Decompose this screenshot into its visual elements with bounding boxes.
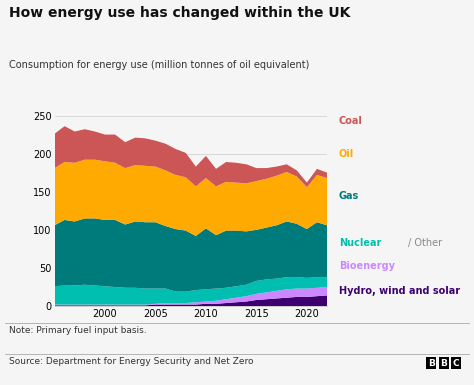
Text: Bioenergy: Bioenergy xyxy=(339,261,395,271)
Text: Oil: Oil xyxy=(339,149,354,159)
Text: C: C xyxy=(453,359,459,368)
Text: B: B xyxy=(440,359,447,368)
Text: Gas: Gas xyxy=(339,191,359,201)
Text: Consumption for energy use (million tonnes of oil equivalent): Consumption for energy use (million tonn… xyxy=(9,60,310,70)
Text: B: B xyxy=(428,359,435,368)
Text: How energy use has changed within the UK: How energy use has changed within the UK xyxy=(9,6,351,20)
Text: Nuclear: Nuclear xyxy=(339,238,381,248)
Text: / Other: / Other xyxy=(408,238,442,248)
Text: Source: Department for Energy Security and Net Zero: Source: Department for Energy Security a… xyxy=(9,357,254,366)
Text: Hydro, wind and solar: Hydro, wind and solar xyxy=(339,286,460,296)
Text: Coal: Coal xyxy=(339,116,363,126)
Text: Note: Primary fuel input basis.: Note: Primary fuel input basis. xyxy=(9,326,147,335)
